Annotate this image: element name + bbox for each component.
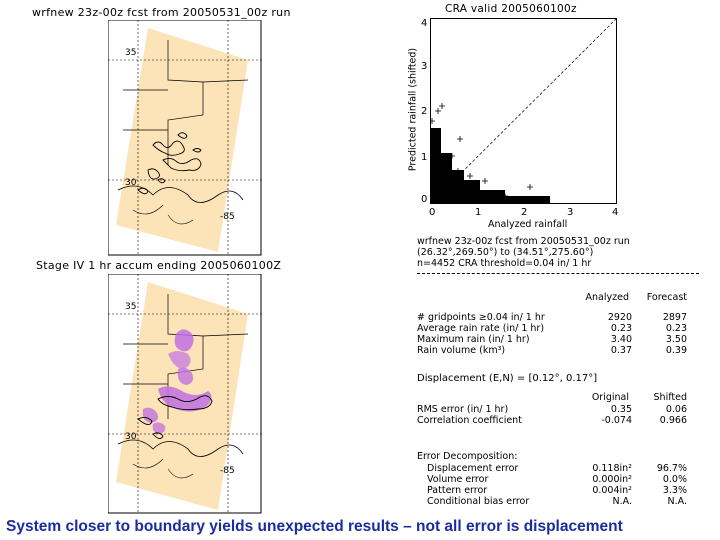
top-map-svg: 35 30 -85 — [107, 19, 262, 256]
row-forecast: 0.23 — [665, 323, 687, 334]
row-value: 0.004in² — [592, 485, 632, 496]
row-label: Correlation coefficient — [417, 415, 522, 426]
stats-row: Maximum rain (in/ 1 hr) 3.40 3.50 — [417, 334, 687, 345]
stats-row: Rain volume (km³) 0.37 0.39 — [417, 345, 687, 356]
bottom-lat-35: 35 — [125, 302, 136, 312]
row-value: 0.000in² — [592, 474, 632, 485]
stats-col-headers-2: Original Shifted — [417, 392, 687, 403]
bottom-lon-85: -85 — [220, 466, 235, 476]
row-label: Average rain rate (in/ 1 hr) — [417, 323, 545, 334]
row-forecast: 0.39 — [665, 345, 687, 356]
row-label: Maximum rain (in/ 1 hr) — [417, 334, 530, 345]
row-analyzed: 0.37 — [610, 345, 632, 356]
x-tick-1: 1 — [475, 207, 482, 218]
stats-row: Pattern error 0.004in² 3.3% — [417, 485, 687, 496]
stats-header-1: wrfnew 23z-00z fcst from 20050531_00z ru… — [417, 236, 630, 247]
stats-row: Correlation coefficient -0.074 0.966 — [417, 415, 687, 426]
col-original: Original — [591, 392, 629, 403]
col-analyzed: Analyzed — [585, 292, 629, 303]
y-tick-4: 4 — [421, 18, 428, 29]
model-domain-shape — [116, 28, 248, 252]
observed-precip-areas — [142, 329, 212, 434]
cra-stats-panel: wrfnew 23z-00z fcst from 20050531_00z ru… — [417, 236, 707, 512]
stats-col-headers: Analyzed Forecast — [417, 292, 687, 303]
top-lon-85: -85 — [220, 212, 235, 222]
row-analyzed: 2920 — [607, 312, 632, 323]
row-shifted: 0.966 — [659, 415, 687, 426]
one-to-one-line — [429, 17, 618, 205]
row-percent: 3.3% — [662, 485, 687, 496]
row-value: N.A. — [612, 496, 632, 507]
scatter-dense-cluster — [431, 128, 550, 203]
stats-row: Displacement error 0.118in² 96.7% — [417, 463, 687, 474]
stats-row: # gridpoints ≥0.04 in/ 1 hr 2920 2897 — [417, 312, 687, 323]
scatter-svg — [429, 17, 618, 205]
row-shifted: 0.06 — [665, 404, 687, 415]
bottom-lat-30: 30 — [125, 432, 137, 442]
stats-divider — [417, 273, 699, 274]
row-label: Rain volume (km³) — [417, 345, 506, 356]
stats-row: Conditional bias error N.A. N.A. — [417, 496, 687, 507]
scatter-ylabel: Predicted rainfall (shifted) — [407, 47, 419, 172]
scatter-xlabel: Analyzed rainfall — [488, 219, 568, 230]
scatter-plot — [429, 17, 618, 205]
row-label: # gridpoints ≥0.04 in/ 1 hr — [417, 312, 545, 323]
y-tick-0: 0 — [421, 194, 428, 205]
row-percent: 96.7% — [656, 463, 687, 474]
top-lat-35: 35 — [125, 48, 136, 58]
row-label: Displacement error — [427, 463, 519, 474]
x-tick-2: 2 — [521, 207, 528, 218]
stats-header-3: n=4452 CRA threshold=0.04 in/ 1 hr — [417, 258, 592, 269]
top-map-title: wrfnew 23z-00z fcst from 20050531_00z ru… — [32, 6, 291, 19]
stats-row: RMS error (in/ 1 hr) 0.35 0.06 — [417, 404, 687, 415]
y-tick-1: 1 — [421, 152, 428, 163]
row-label: Volume error — [427, 474, 489, 485]
col-shifted: Shifted — [653, 392, 687, 403]
forecast-precip-contours — [137, 132, 202, 195]
row-label: RMS error (in/ 1 hr) — [417, 404, 509, 415]
observed-precip-contours — [137, 395, 213, 439]
row-percent: N.A. — [667, 496, 687, 507]
stats-header-2: (26.32°,269.50°) to (34.51°,275.60°) — [417, 247, 594, 258]
row-original: -0.074 — [601, 415, 632, 426]
row-label: Conditional bias error — [427, 496, 530, 507]
scatter-title: CRA valid 2005060100z — [445, 3, 577, 15]
col-forecast: Forecast — [646, 292, 687, 303]
row-analyzed: 3.40 — [610, 334, 632, 345]
x-tick-4: 4 — [612, 207, 619, 218]
decomp-title: Error Decomposition: — [417, 451, 518, 462]
slide-caption: System closer to boundary yields unexpec… — [0, 514, 720, 540]
row-value: 0.118in² — [592, 463, 632, 474]
bottom-map-panel: 35 30 -85 — [107, 273, 262, 514]
row-percent: 0.0% — [662, 474, 687, 485]
bottom-map-svg: 35 30 -85 — [107, 273, 262, 514]
x-tick-3: 3 — [567, 207, 574, 218]
y-tick-3: 3 — [421, 61, 428, 72]
top-lat-30: 30 — [125, 178, 137, 188]
x-tick-0: 0 — [429, 207, 436, 218]
row-original: 0.35 — [610, 404, 632, 415]
row-analyzed: 0.23 — [610, 323, 632, 334]
stats-row: Average rain rate (in/ 1 hr) 0.23 0.23 — [417, 323, 687, 334]
top-map-panel: 35 30 -85 — [107, 19, 262, 256]
row-forecast: 2897 — [662, 312, 687, 323]
row-forecast: 3.50 — [665, 334, 687, 345]
y-tick-2: 2 — [421, 106, 428, 117]
stats-row: Volume error 0.000in² 0.0% — [417, 474, 687, 485]
displacement-line: Displacement (E,N) = [0.12°, 0.17°] — [417, 373, 598, 384]
bottom-map-title: Stage IV 1 hr accum ending 2005060100Z — [36, 259, 282, 272]
row-label: Pattern error — [427, 485, 488, 496]
scatter-ylabel-wrap: Predicted rainfall (shifted) — [403, 40, 419, 180]
